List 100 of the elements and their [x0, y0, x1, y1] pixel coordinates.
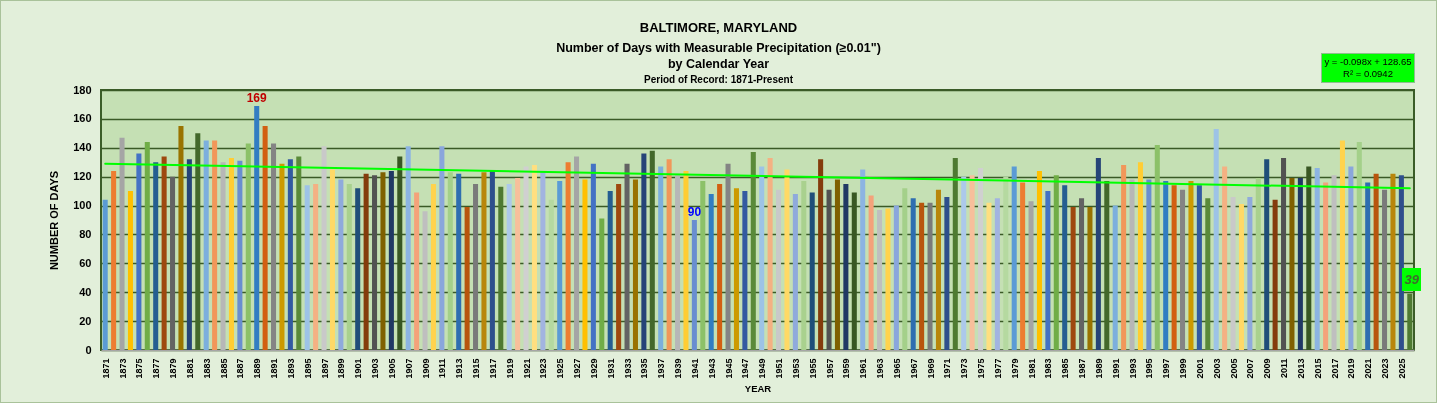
bar	[893, 205, 899, 350]
x-tick-label: 1937	[656, 358, 667, 379]
bar	[1323, 182, 1329, 350]
bar	[254, 105, 260, 350]
bar	[834, 179, 840, 350]
bar	[153, 162, 159, 350]
bar	[742, 191, 748, 350]
bar	[405, 146, 411, 350]
x-tick-label: 1999	[1178, 358, 1189, 379]
x-tick-label: 1899	[336, 358, 347, 379]
bar	[279, 163, 285, 350]
x-tick-label: 1993	[1127, 358, 1138, 379]
bar	[590, 163, 596, 350]
bar	[1095, 157, 1101, 350]
x-tick-label: 1931	[605, 358, 616, 379]
x-tick-label: 1949	[757, 358, 768, 379]
bar	[355, 188, 361, 350]
x-tick-label: 2023	[1380, 358, 1391, 379]
bar	[439, 146, 445, 350]
bar	[978, 168, 984, 350]
x-tick-label: 1905	[386, 358, 397, 379]
x-tick-label: 1897	[319, 358, 330, 379]
x-tick-label: 1885	[218, 358, 229, 379]
bar	[700, 181, 706, 350]
bar	[161, 156, 167, 350]
bar	[228, 157, 234, 350]
x-tick-label: 1927	[572, 358, 583, 379]
bar	[1297, 178, 1303, 350]
bar	[1070, 207, 1076, 350]
x-tick-label: 1975	[976, 358, 987, 379]
bar	[237, 160, 243, 350]
bar	[1087, 207, 1093, 350]
x-tick-label: 1871	[100, 358, 111, 379]
x-tick-label: 1995	[1144, 358, 1155, 379]
bar	[388, 170, 394, 350]
y-tick-label: 60	[79, 256, 92, 269]
x-tick-label: 1983	[1043, 358, 1054, 379]
bar	[935, 189, 941, 350]
y-axis-title: NUMBER OF DAYS	[48, 170, 61, 271]
x-axis-title: YEAR	[744, 382, 772, 394]
bar	[296, 156, 302, 350]
bar	[750, 152, 756, 350]
bar	[1036, 170, 1042, 350]
bar	[220, 162, 226, 350]
bar	[372, 175, 378, 350]
bar	[1365, 182, 1371, 350]
bar	[860, 169, 866, 350]
x-tick-label: 1921	[521, 358, 532, 379]
x-tick-label: 1989	[1093, 358, 1104, 379]
bar	[632, 179, 638, 350]
bar	[447, 172, 453, 350]
bar	[186, 159, 192, 350]
x-tick-label: 1929	[588, 358, 599, 379]
bar	[481, 172, 487, 350]
x-tick-label: 2013	[1295, 358, 1306, 379]
chart-title: BALTIMORE, MARYLAND	[639, 19, 798, 36]
bar	[489, 170, 495, 350]
y-tick-label: 160	[73, 112, 92, 125]
x-tick-label: 2021	[1363, 358, 1374, 379]
bar	[170, 176, 176, 350]
bar	[262, 126, 268, 350]
bar	[1398, 175, 1404, 350]
bar	[658, 166, 664, 350]
x-tick-label: 1991	[1110, 358, 1121, 379]
bar	[144, 142, 150, 350]
x-tick-label: 1939	[673, 358, 684, 379]
x-tick-label: 1917	[487, 358, 498, 379]
bar	[1062, 185, 1068, 350]
bar	[1331, 175, 1337, 350]
bar	[321, 146, 327, 350]
x-tick-label: 1915	[471, 358, 482, 379]
bar	[203, 140, 209, 350]
bar	[540, 172, 546, 350]
bar	[776, 189, 782, 350]
bar	[1171, 185, 1177, 350]
bar	[826, 189, 832, 350]
bar	[919, 202, 925, 350]
x-tick-label: 1895	[302, 358, 313, 379]
bar	[1272, 199, 1278, 350]
bar	[717, 183, 723, 350]
bar	[1314, 168, 1320, 350]
x-tick-label: 1923	[538, 358, 549, 379]
bar	[784, 169, 790, 350]
x-tick-label: 1951	[774, 358, 785, 379]
bar	[902, 188, 908, 350]
text: Period of Record: 1871-Present	[644, 74, 793, 86]
data-label: 90	[687, 205, 702, 219]
bar	[616, 183, 622, 350]
y-tick-label: 120	[73, 170, 92, 183]
x-tick-label: 1887	[235, 358, 246, 379]
bar	[1339, 140, 1345, 350]
x-tick-label: 1987	[1077, 358, 1088, 379]
bar	[506, 183, 512, 350]
x-tick-label: 1965	[891, 358, 902, 379]
bar	[767, 157, 773, 350]
bar	[809, 192, 815, 350]
bar	[1163, 181, 1169, 350]
x-tick-label: 1901	[353, 358, 364, 379]
x-tick-label: 1919	[504, 358, 515, 379]
bar	[464, 207, 470, 350]
